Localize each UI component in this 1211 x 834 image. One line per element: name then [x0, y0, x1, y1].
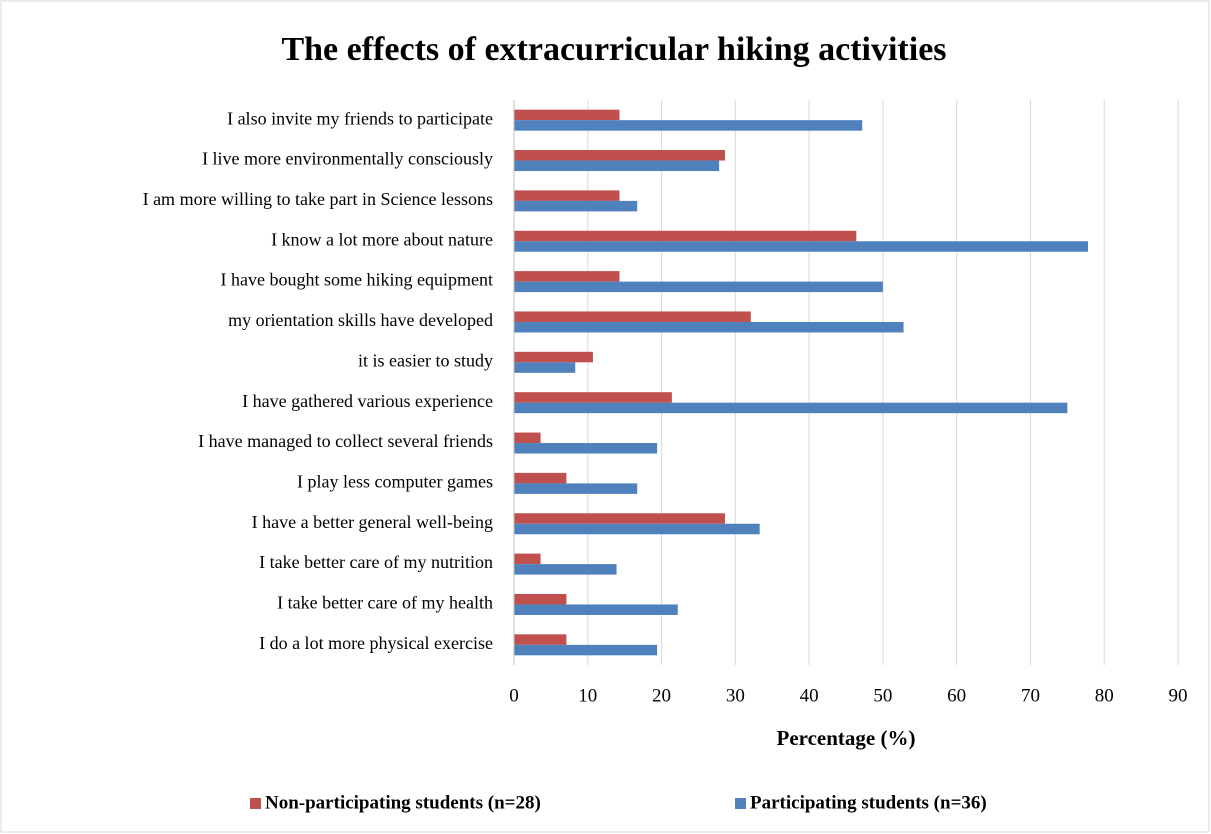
y-tick-label: I also invite my friends to participate	[227, 108, 493, 128]
bar	[514, 604, 678, 615]
x-tick-label: 40	[800, 685, 819, 706]
y-tick-label: it is easier to study	[358, 350, 493, 370]
bar	[514, 553, 541, 565]
legend-label: Non-participating students (n=28)	[265, 792, 541, 813]
x-tick-label: 50	[873, 685, 892, 706]
bar	[514, 392, 672, 403]
legend-swatch	[250, 798, 261, 809]
bar	[514, 351, 593, 363]
y-tick-label: I take better care of my health	[277, 593, 493, 613]
y-tick-label: I live more environmentally consciously	[202, 149, 493, 169]
legend-swatch	[735, 798, 746, 809]
bar	[514, 483, 638, 494]
bar	[514, 362, 576, 373]
y-tick-label: I am more willing to take part in Scienc…	[143, 189, 493, 209]
bar	[514, 190, 620, 201]
bar	[514, 321, 904, 333]
y-tick-label: I do a lot more physical exercise	[259, 633, 493, 653]
bar	[514, 564, 617, 575]
bar	[514, 230, 857, 242]
x-tick-label: 0	[509, 685, 519, 706]
x-tick-label: 20	[652, 685, 671, 706]
bar	[514, 241, 1088, 252]
y-tick-label: I have managed to collect several friend…	[198, 431, 493, 451]
bar	[514, 160, 720, 172]
bar	[514, 200, 638, 212]
x-tick-label: 90	[1169, 685, 1188, 706]
legend-label: Participating students (n=36)	[750, 792, 987, 813]
bar	[514, 634, 567, 645]
x-tick-label: 30	[726, 685, 745, 706]
y-tick-label: I have bought some hiking equipment	[221, 270, 493, 290]
bar	[514, 432, 541, 444]
bar	[514, 271, 620, 282]
bar	[514, 402, 1068, 414]
x-tick-label: 80	[1095, 685, 1114, 706]
bar	[514, 109, 620, 121]
bar	[514, 120, 863, 131]
bar	[514, 443, 658, 454]
chart-title: The effects of extracurricular hiking ac…	[281, 31, 946, 68]
x-tick-label: 10	[578, 685, 597, 706]
x-tick-label: 60	[947, 685, 966, 706]
bar	[514, 523, 760, 535]
bar	[514, 150, 726, 161]
bar	[514, 281, 883, 293]
y-tick-label: I play less computer games	[297, 472, 493, 492]
y-tick-label: I take better care of my nutrition	[259, 552, 493, 572]
y-tick-label: my orientation skills have developed	[228, 310, 493, 330]
bar	[514, 644, 658, 656]
y-tick-label: I have a better general well-being	[252, 512, 493, 532]
bar	[514, 593, 567, 605]
x-tick-label: 70	[1021, 685, 1040, 706]
bar	[514, 311, 751, 322]
bar	[514, 513, 726, 524]
y-tick-label: I know a lot more about nature	[271, 229, 493, 249]
y-tick-label: I have gathered various experience	[242, 391, 493, 411]
x-axis-label: Percentage (%)	[777, 726, 916, 750]
bar	[514, 472, 567, 484]
